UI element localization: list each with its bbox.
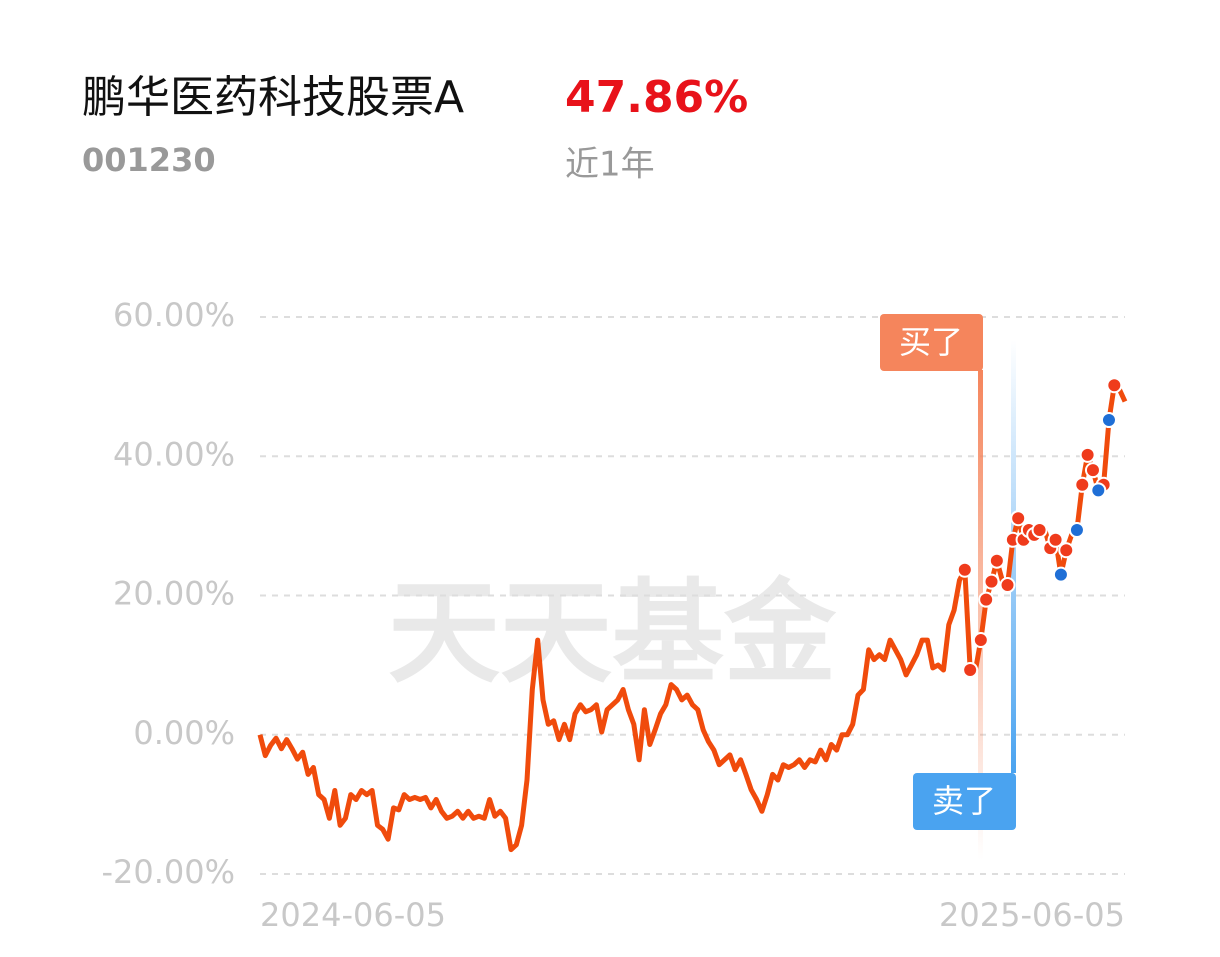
trade-dot	[978, 591, 995, 608]
trade-dot	[983, 573, 1000, 590]
trade-dot	[1106, 377, 1123, 394]
trade-dot	[962, 661, 979, 678]
trade-dot	[1068, 522, 1085, 539]
y-tick-label: 0.00%	[133, 714, 235, 752]
annotation-label: 买了	[899, 323, 963, 361]
fund-name: 鹏华医药科技股票A	[82, 72, 464, 123]
trade-dot	[1031, 522, 1048, 539]
trade-dot	[988, 552, 1005, 569]
trade-dot	[1058, 542, 1075, 559]
annotation-label: 卖了	[932, 782, 996, 820]
y-tick-label: 60.00%	[113, 296, 235, 334]
annotation-guide	[978, 370, 983, 860]
trade-dot	[1100, 412, 1117, 429]
trade-dot	[956, 561, 973, 578]
trade-dot	[1079, 446, 1096, 463]
y-tick-label: 40.00%	[113, 435, 235, 473]
trade-dot	[1052, 566, 1069, 583]
annotation-box	[913, 773, 1016, 830]
annotation-box	[880, 314, 983, 371]
trade-dot	[1084, 462, 1101, 479]
fund-code: 001230	[82, 141, 216, 179]
trade-dot	[1090, 482, 1107, 499]
y-tick-label: 20.00%	[113, 575, 235, 613]
trade-dot	[999, 577, 1016, 594]
trade-dot	[1047, 531, 1064, 548]
trade-dot	[1074, 476, 1091, 493]
x-tick-label: 2024-06-05	[260, 896, 446, 934]
watermark: 天天基金	[388, 567, 837, 698]
return-value: 47.86%	[565, 72, 748, 123]
period: 近1年	[565, 145, 655, 185]
x-tick-label: 2025-06-05	[939, 896, 1125, 934]
y-tick-label: -20.00%	[101, 853, 235, 891]
trade-dot	[1010, 510, 1027, 527]
trade-dot	[972, 632, 989, 649]
annotation-guide	[1011, 340, 1016, 773]
